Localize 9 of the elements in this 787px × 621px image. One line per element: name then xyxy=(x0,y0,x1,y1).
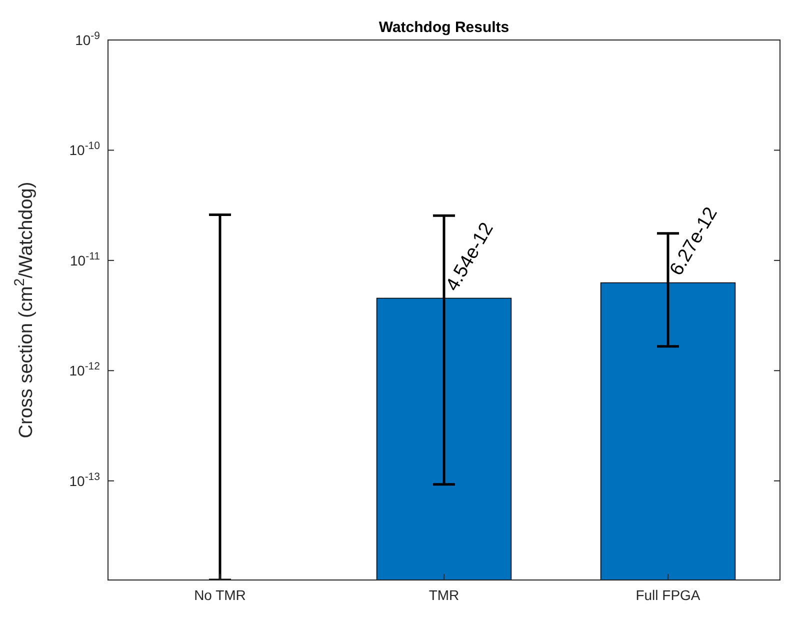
x-tick-label: No TMR xyxy=(194,587,246,603)
x-tick-label: TMR xyxy=(428,587,460,603)
chart-title: Watchdog Results xyxy=(378,19,510,36)
y-tick-label: 10$^{-12}$ xyxy=(69,360,100,379)
y-tick-label: 10$^{-10}$ xyxy=(69,140,100,158)
y-tick-label: 10$^{-13}$ xyxy=(69,470,100,489)
x-tick-label: Full FPGA xyxy=(636,587,701,603)
y-tick-label: 10$^{-9}$ xyxy=(75,30,100,48)
y-tick-label: 10$^{-11}$ xyxy=(70,250,100,268)
